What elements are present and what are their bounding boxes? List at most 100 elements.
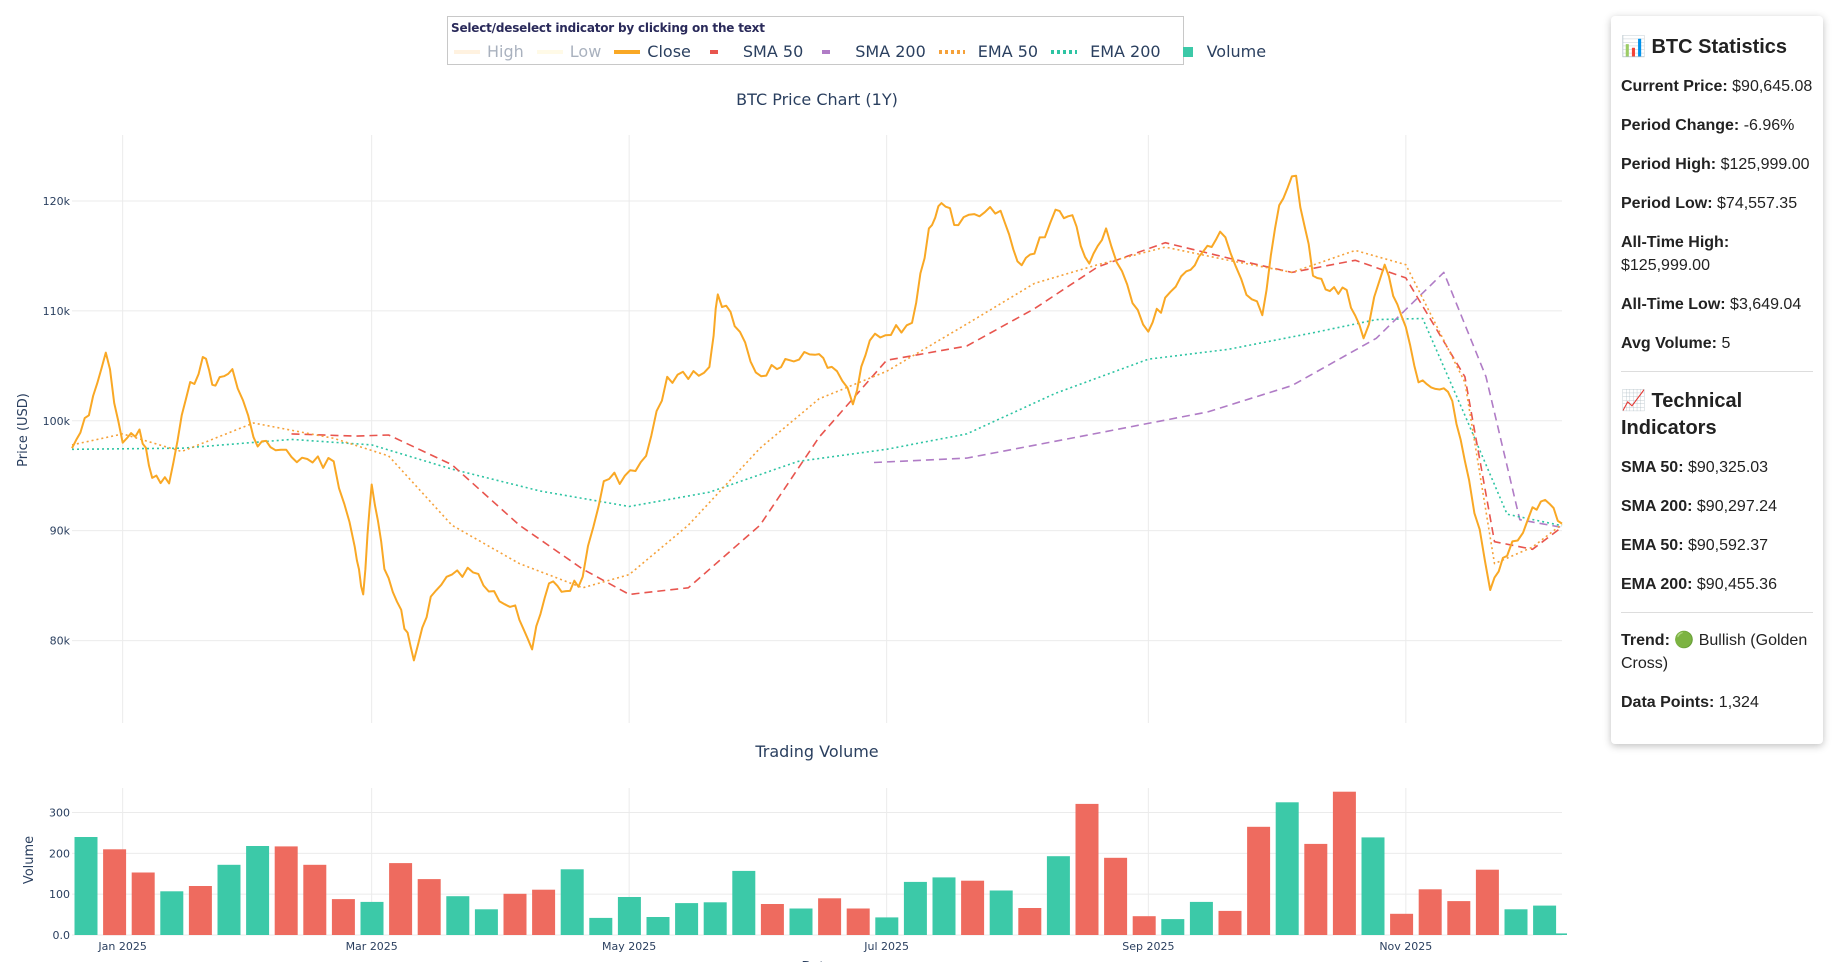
volume-bars [74, 791, 1567, 936]
stat-row: All-Time High: $125,999.00 [1621, 231, 1813, 277]
volume-bar [1504, 909, 1528, 935]
legend-swatch [709, 49, 724, 54]
volume-bar [217, 864, 241, 935]
volume-bar [646, 917, 670, 935]
legend-item-ema-200[interactable]: EMA 200 [1050, 42, 1161, 61]
chart-legend: Select/deselect indicator by clicking on… [447, 16, 1266, 65]
volume-y-tick-label: 0.0 [53, 929, 71, 942]
stat-row: All-Time Low: $3,649.04 [1621, 293, 1813, 316]
x-tick-label: Mar 2025 [346, 940, 398, 953]
volume-bar [1075, 803, 1099, 935]
volume-bar [675, 903, 699, 935]
data-points-value: 1,324 [1718, 694, 1759, 711]
x-tick-label: Sep 2025 [1122, 940, 1174, 953]
stats-rows: Current Price: $90,645.08 Period Change: … [1621, 75, 1813, 355]
legend-swatch [938, 49, 965, 54]
volume-bar [846, 908, 870, 935]
stat-row: Current Price: $90,645.08 [1621, 75, 1813, 98]
volume-bar [875, 917, 899, 935]
technical-rows: SMA 50: $90,325.03 SMA 200: $90,297.24 EMA… [1621, 456, 1813, 596]
stat-row: SMA 50: $90,325.03 [1621, 456, 1813, 479]
volume-bar [417, 879, 441, 935]
series-line-close [71, 174, 1563, 662]
volume-bar [1189, 901, 1213, 935]
stat-label: All-Time High: [1621, 234, 1730, 251]
volume-bar [446, 896, 470, 935]
stat-label: SMA 50: [1621, 459, 1684, 476]
stat-value: $90,592.37 [1687, 537, 1769, 554]
volume-bar [389, 863, 413, 935]
volume-bar [560, 869, 584, 935]
stat-value: $125,999.00 [1621, 257, 1710, 274]
legend-item-high[interactable]: High [453, 42, 524, 61]
stat-row: EMA 50: $90,592.37 [1621, 534, 1813, 557]
volume-bar [131, 872, 155, 935]
volume-bar [703, 902, 727, 935]
legend-label: Low [569, 42, 602, 61]
price-y-ticks: 80k 90k 100k 110k 120k [43, 195, 71, 648]
volume-bar [1104, 857, 1128, 935]
volume-bar [1447, 901, 1471, 935]
stat-label: EMA 50: [1621, 537, 1684, 554]
legend-item-sma-50[interactable]: SMA 50 [703, 42, 803, 61]
volume-y-tick-label: 200 [49, 847, 70, 860]
x-tick-label: May 2025 [602, 940, 656, 953]
volume-bar [903, 881, 927, 935]
stats-divider [1621, 371, 1813, 372]
stat-row: Period Low: $74,557.35 [1621, 192, 1813, 215]
stat-label: Current Price: [1621, 78, 1728, 95]
price-y-tick-label: 80k [50, 635, 71, 648]
stat-value: $90,645.08 [1732, 78, 1813, 95]
price-y-tick-label: 100k [43, 415, 71, 428]
volume-y-axis-label: Volume [22, 836, 37, 884]
technical-indicators-title: 📈 Technical Indicators [1621, 390, 1743, 439]
volume-bar [1304, 843, 1328, 935]
stat-label: SMA 200: [1621, 498, 1693, 515]
volume-bar [331, 899, 355, 935]
legend-label: EMA 200 [1090, 42, 1161, 61]
stats-panel: 📊 BTC Statistics Current Price: $90,645.… [1611, 16, 1823, 744]
stat-row: EMA 200: $90,455.36 [1621, 573, 1813, 596]
volume-bar [961, 880, 985, 935]
legend-item-close[interactable]: Close [613, 42, 691, 61]
legend-swatch [536, 49, 563, 54]
price-y-tick-label: 120k [43, 195, 71, 208]
volume-bar [1132, 916, 1156, 935]
volume-bar [760, 904, 784, 935]
stat-label: Avg Volume: [1621, 335, 1718, 352]
price-y-axis-label: Price (USD) [16, 393, 31, 467]
legend-label: Close [647, 42, 691, 61]
trend-row: Trend: 🟢 Bullish (Golden Cross) [1621, 629, 1813, 675]
series-line-sma-200 [873, 271, 1563, 529]
volume-x-axis-label: Date [801, 960, 832, 962]
legend-swatch [1182, 46, 1193, 57]
legend-hint: Select/deselect indicator by clicking on… [451, 21, 765, 35]
volume-y-tick-label: 300 [49, 807, 70, 820]
legend-item-ema-50[interactable]: EMA 50 [938, 42, 1038, 61]
volume-bar [103, 849, 127, 936]
legend-item-sma-200[interactable]: SMA 200 [815, 42, 926, 61]
price-x-gridlines [122, 135, 1407, 723]
volume-bar [188, 886, 212, 935]
price-y-tick-label: 90k [50, 525, 71, 538]
stat-label: All-Time Low: [1621, 296, 1726, 313]
legend-item-volume[interactable]: Volume [1173, 42, 1266, 61]
x-tick-label: Jul 2025 [863, 940, 909, 953]
legend-item-low[interactable]: Low [536, 42, 602, 61]
legend-swatch [614, 49, 641, 54]
stat-value: $90,455.36 [1696, 576, 1777, 593]
legend-items: High Low Close SMA 50 SMA 200 EMA 50 EMA 200 Vo… [453, 42, 1278, 61]
volume-bar [474, 909, 498, 935]
volume-bar [789, 908, 813, 935]
volume-y-tick-label: 100 [49, 888, 70, 901]
stat-label: Period Low: [1621, 195, 1713, 212]
volume-bar [532, 889, 556, 935]
charts-canvas: BTC Price Chart (1Y) Price (USD) 80k 90k 1… [16, 90, 1567, 962]
stat-value: $90,297.24 [1696, 498, 1777, 515]
price-y-tick-label: 110k [43, 305, 71, 318]
x-tick-label: Jan 2025 [97, 940, 146, 953]
stat-row: Period High: $125,999.00 [1621, 153, 1813, 176]
volume-bar [1275, 802, 1299, 935]
trend-label: Trend: [1621, 632, 1670, 649]
x-tick-label: Nov 2025 [1379, 940, 1432, 953]
